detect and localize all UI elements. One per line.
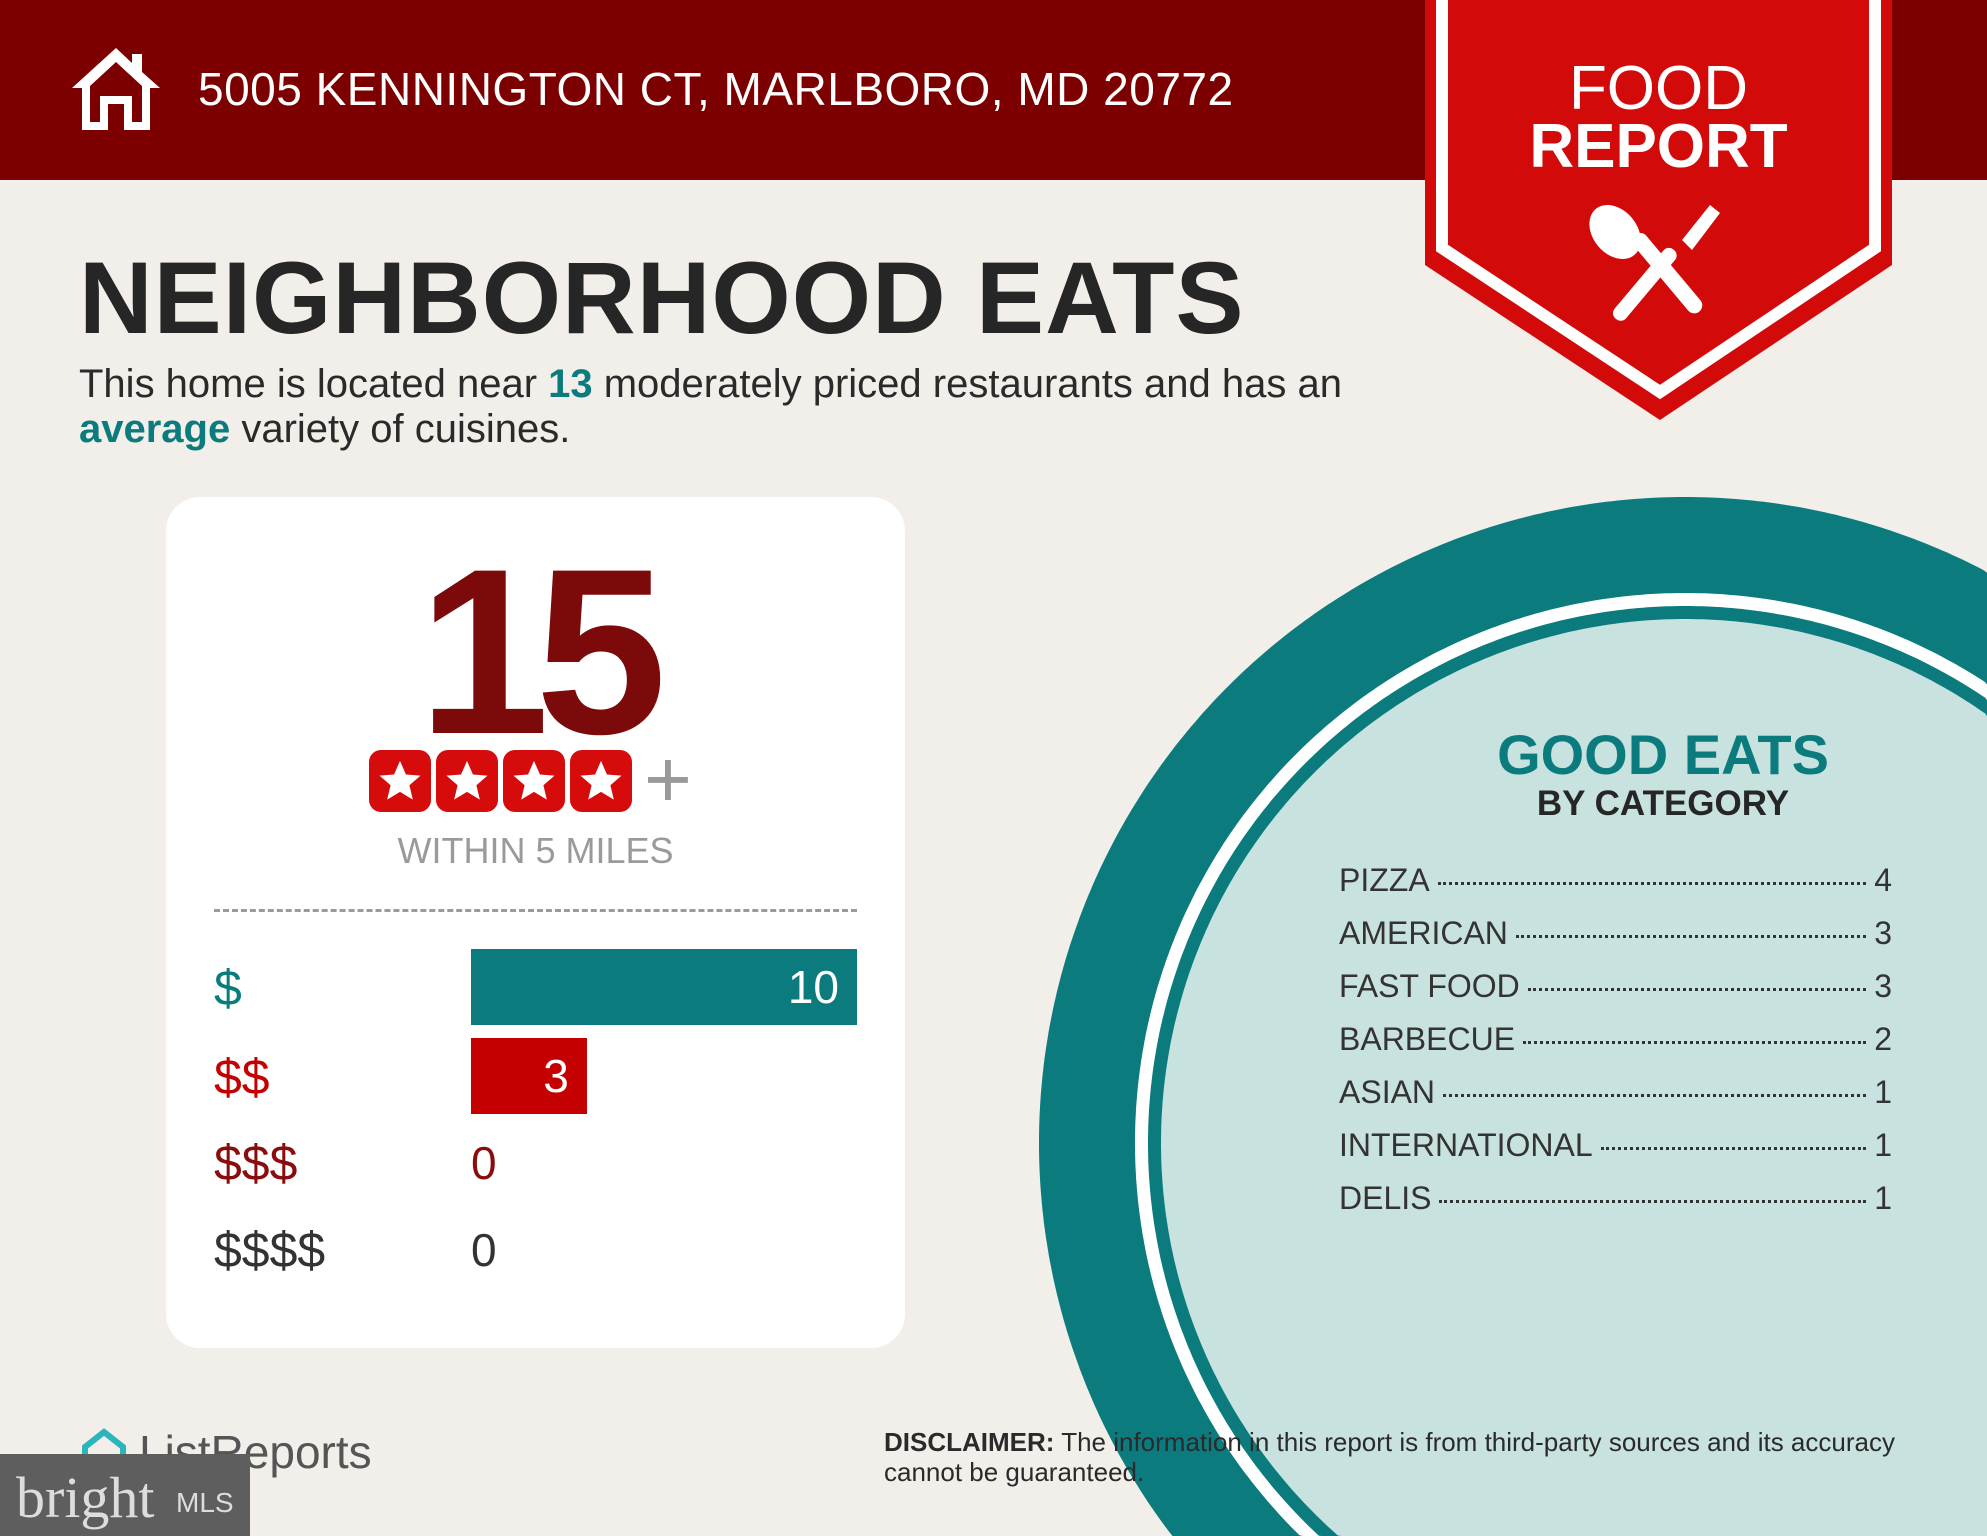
house-icon	[72, 48, 160, 130]
category-count: 4	[1874, 862, 1892, 898]
leader-dots	[1443, 1094, 1867, 1097]
circle-fill	[1161, 619, 1987, 1536]
category-count: 3	[1874, 915, 1892, 951]
category-name: INTERNATIONAL	[1339, 1127, 1593, 1163]
badge-line-1: FOOD	[1568, 54, 1749, 123]
category-item: INTERNATIONAL 1	[1339, 1127, 1892, 1180]
plus-icon: +	[644, 734, 692, 825]
category-count: 1	[1874, 1180, 1892, 1216]
star-icon	[503, 750, 565, 812]
total-count: 15	[418, 520, 667, 784]
category-count: 3	[1874, 968, 1892, 1004]
price-label: $$$$	[214, 1222, 326, 1278]
leader-dots	[1600, 1147, 1867, 1150]
desc-text: variety of cuisines.	[230, 407, 571, 451]
category-name: PIZZA	[1339, 862, 1430, 898]
price-value: 0	[471, 1224, 497, 1276]
price-value: 0	[471, 1137, 497, 1189]
bright-mls-logo: bright MLS	[0, 1454, 250, 1536]
leader-dots	[1437, 882, 1867, 885]
restaurant-count-card: 15 + WITHIN 5 MILES $10 $$ 3 $$$ 0 $$$$ 0	[166, 497, 905, 1348]
within-distance: WITHIN 5 MILES	[397, 830, 674, 871]
desc-text: This home is located near	[79, 362, 549, 406]
star-icon	[570, 750, 632, 812]
category-item: DELIS 1	[1339, 1180, 1892, 1233]
restaurant-count: 13	[548, 362, 593, 406]
spoon-fork-icon	[1589, 205, 1720, 321]
food-report-badge	[1425, 0, 1892, 420]
good-eats-title: GOOD EATS	[1497, 723, 1829, 786]
leader-dots	[1527, 988, 1867, 991]
category-name: BARBECUE	[1339, 1021, 1516, 1057]
category-item: AMERICAN 3	[1339, 915, 1892, 968]
badge-title: FOOD REPORT	[1425, 54, 1892, 181]
price-label: $$	[214, 1049, 270, 1105]
badge-line-2: REPORT	[1529, 112, 1788, 181]
category-name: DELIS	[1339, 1180, 1432, 1216]
star-rating	[369, 750, 632, 812]
category-list: PIZZA 4 AMERICAN 3 FAST FOOD 3 BARBECUE 2 ASIAN 1…	[1339, 862, 1892, 1233]
category-name: AMERICAN	[1339, 915, 1508, 951]
category-count: 1	[1874, 1074, 1892, 1110]
mls-text: MLS	[176, 1487, 234, 1518]
leader-dots	[1515, 935, 1867, 938]
category-item: BARBECUE 2	[1339, 1021, 1892, 1074]
desc-text: moderately priced restaurants and has an	[592, 362, 1342, 406]
star-icon	[436, 750, 498, 812]
page-title: NEIGHBORHOOD EATS	[79, 241, 1245, 355]
category-count: 2	[1874, 1021, 1892, 1057]
divider	[214, 909, 857, 912]
price-row: $10	[214, 949, 864, 1025]
category-item: PIZZA 4	[1339, 862, 1892, 915]
price-row: $$$ 0	[214, 1124, 864, 1200]
category-name: FAST FOOD	[1339, 968, 1520, 1004]
description: This home is located near 13 moderately …	[79, 362, 1379, 452]
price-label: $	[214, 960, 242, 1016]
category-count: 1	[1874, 1127, 1892, 1163]
price-bar: 10	[471, 949, 857, 1025]
category-item: ASIAN 1	[1339, 1074, 1892, 1127]
disclaimer-text: The information in this report is from t…	[884, 1427, 1895, 1487]
price-label: $$$	[214, 1135, 298, 1191]
good-eats-subtitle: BY CATEGORY	[1536, 784, 1790, 823]
disclaimer: DISCLAIMER: The information in this repo…	[884, 1427, 1924, 1487]
price-bar: 3	[471, 1038, 587, 1114]
category-name: ASIAN	[1339, 1074, 1436, 1110]
address: 5005 KENNINGTON CT, MARLBORO, MD 20772	[198, 63, 1234, 115]
price-row: $$ 3	[214, 1038, 864, 1114]
price-row: $$$$ 0	[214, 1211, 864, 1287]
leader-dots	[1523, 1041, 1867, 1044]
bright-text: bright	[16, 1465, 155, 1530]
variety-level: average	[79, 407, 231, 451]
star-icon	[369, 750, 431, 812]
disclaimer-label: DISCLAIMER:	[884, 1427, 1055, 1457]
category-item: FAST FOOD 3	[1339, 968, 1892, 1021]
leader-dots	[1439, 1200, 1867, 1203]
